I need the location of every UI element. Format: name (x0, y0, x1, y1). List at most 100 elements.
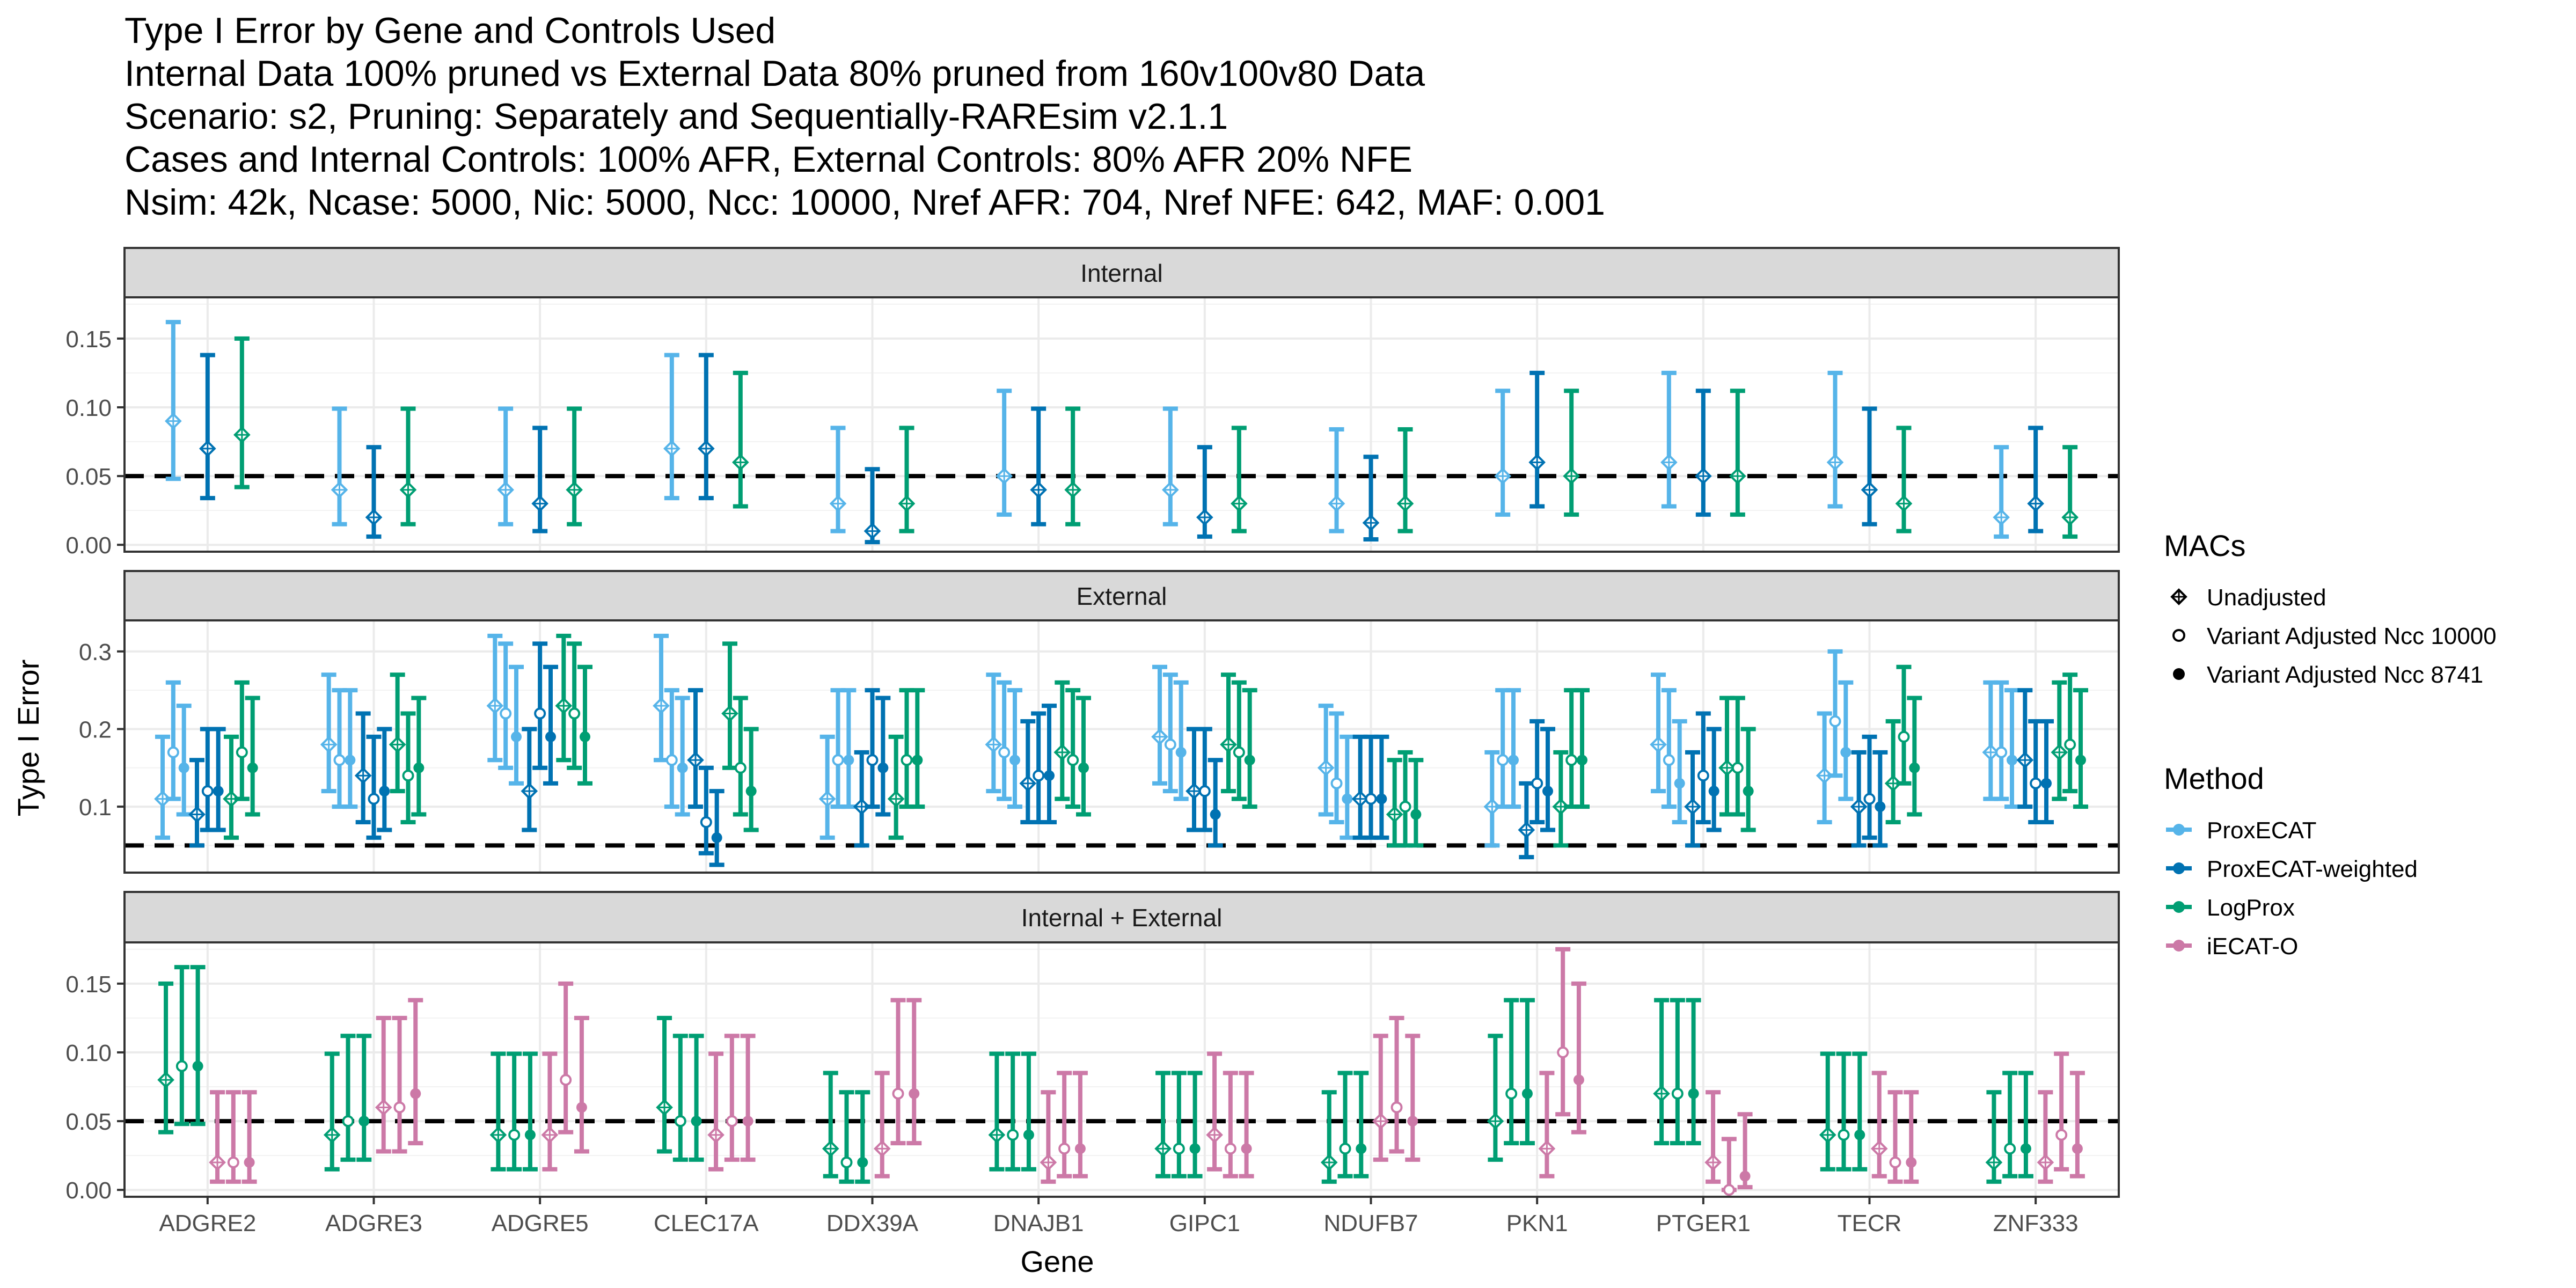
point-adjusted-ncc-8741 (1508, 755, 1519, 766)
point-unadjusted-cross (1706, 1155, 1721, 1169)
point-unadjusted-cross (1730, 469, 1745, 484)
point-unadjusted-cross (1820, 1128, 1835, 1142)
panel-2: Internal + External 0.00 0.05 0.10 0.15 (65, 891, 2120, 1204)
legend-title-method: Method (2164, 762, 2264, 795)
point-unadjusted-cross (1897, 496, 1911, 511)
errorbar-ZNF333-ProxECAT-1 (1994, 680, 2009, 801)
point-unadjusted-cross (356, 769, 370, 783)
point-adjusted-ncc-10000 (1365, 793, 1377, 805)
errorbar-DDX39A-LogProx-2 (855, 1090, 870, 1184)
point-adjusted-ncc-10000 (1889, 1156, 1901, 1168)
errorbar-NDUFB7-ProxECAT-weighted-0 (1362, 455, 1380, 541)
errorbar-PTGER1-LogProx-0 (1729, 389, 1746, 517)
point-unadjusted-cross (1153, 729, 1167, 744)
x-tick-label: PTGER1 (1656, 1210, 1751, 1236)
y-tick-label: 0.10 (65, 1040, 112, 1066)
point-adjusted-ncc-10000 (1058, 1143, 1071, 1155)
y-tick-label: 0.05 (65, 464, 112, 490)
errorbar-DDX39A-LogProx-0 (822, 1071, 839, 1179)
errorbar-DNAJB1-ProxECAT-0 (985, 672, 1002, 794)
panel-background-0 (125, 297, 2119, 552)
legend-key-method-3 (2166, 940, 2192, 952)
errorbar-ADGRE2-iECAT-O-2 (241, 1090, 257, 1184)
point-adjusted-ncc-8741 (1840, 747, 1851, 758)
errorbar-PKN1-LogProx-1 (1504, 998, 1519, 1146)
legend-label-mac-2: Variant Adjusted Ncc 8741 (2207, 662, 2483, 688)
point-adjusted-ncc-8741 (1688, 1088, 1699, 1099)
errorbar-PKN1-ProxECAT-0 (1483, 750, 1501, 848)
errorbar-DDX39A-LogProx-2 (910, 688, 925, 809)
errorbar-NDUFB7-LogProx-2 (1353, 1071, 1369, 1179)
errorbar-GIPC1-ProxECAT-0 (1151, 664, 1168, 786)
errorbar-DNAJB1-LogProx-0 (1064, 406, 1081, 526)
point-adjusted-ncc-10000 (1339, 1143, 1351, 1155)
point-adjusted-ncc-8741 (742, 1116, 753, 1127)
point-adjusted-ncc-10000 (2004, 1143, 2016, 1155)
errorbar-DNAJB1-ProxECAT-1 (997, 680, 1012, 801)
errorbar-GIPC1-LogProx-2 (1242, 688, 1257, 809)
errorbar-PKN1-LogProx-0 (1487, 1034, 1504, 1162)
point-adjusted-ncc-10000 (866, 754, 879, 766)
panel-background-2 (125, 942, 2119, 1197)
errorbar-PKN1-iECAT-O-0 (1538, 1071, 1556, 1179)
legend-title-macs: MACs (2164, 529, 2245, 562)
point-unadjusted-cross (533, 496, 547, 511)
point-unadjusted-cross (332, 482, 347, 497)
errorbar-ZNF333-LogProx-2 (2018, 1071, 2033, 1179)
point-unadjusted-cross (1373, 1114, 1388, 1129)
point-unadjusted-cross (1387, 807, 1402, 822)
errorbar-NDUFB7-ProxECAT-0 (1317, 704, 1335, 817)
point-unadjusted-cross (488, 699, 502, 713)
errorbar-CLEC17A-ProxECAT-weighted-2 (709, 789, 724, 867)
errorbar-ADGRE5-LogProx-0 (555, 633, 573, 763)
facet-strip-1 (123, 570, 2120, 621)
legend-label-mac-0: Unadjusted (2207, 584, 2326, 611)
point-unadjusted-cross (491, 1128, 506, 1142)
point-unadjusted-cross (1696, 469, 1710, 484)
point-unadjusted-cross (1353, 792, 1367, 806)
point-adjusted-ncc-10000 (832, 754, 844, 766)
errorbar-PKN1-iECAT-O-2 (1571, 981, 1586, 1135)
errorbar-ADGRE3-LogProx-2 (411, 696, 427, 817)
point-adjusted-ncc-10000 (1033, 770, 1045, 782)
point-adjusted-ncc-8741 (1743, 786, 1754, 797)
point-unadjusted-cross (401, 482, 415, 497)
point-adjusted-ncc-10000 (665, 754, 678, 766)
x-tick-label: GIPC1 (1169, 1210, 1240, 1236)
point-adjusted-ncc-8741 (1577, 755, 1588, 766)
point-unadjusted-cross (1984, 745, 1998, 759)
point-unadjusted-cross (367, 510, 381, 524)
facet-label-1: External (1077, 582, 1167, 610)
point-unadjusted-cross (321, 737, 336, 752)
legend-symbol-filled-circle (2173, 668, 2185, 680)
errorbar-DNAJB1-ProxECAT-0 (996, 389, 1013, 517)
errorbar-ADGRE5-LogProx-0 (566, 406, 583, 526)
point-unadjusted-cross (699, 441, 713, 456)
errorbar-TECR-ProxECAT-weighted-1 (1862, 734, 1877, 840)
point-adjusted-ncc-10000 (1838, 1129, 1850, 1141)
errorbar-TECR-LogProx-0 (1819, 1051, 1836, 1172)
x-axis-title: Gene (1021, 1245, 1094, 1278)
errorbar-DNAJB1-iECAT-O-1 (1057, 1071, 1072, 1179)
errorbar-ADGRE3-ProxECAT-0 (320, 672, 338, 794)
errorbar-DDX39A-iECAT-O-1 (890, 998, 906, 1146)
errorbar-ADGRE2-ProxECAT-weighted-2 (210, 727, 226, 832)
point-unadjusted-cross (2038, 1155, 2053, 1169)
errorbar-ADGRE2-ProxECAT-weighted-0 (199, 353, 216, 501)
errorbar-DDX39A-ProxECAT-0 (829, 426, 847, 533)
errorbar-ADGRE5-LogProx-1 (507, 1051, 522, 1172)
point-unadjusted-cross (325, 1128, 339, 1142)
errorbar-GIPC1-ProxECAT-weighted-0 (1196, 445, 1213, 539)
errorbar-ZNF333-ProxECAT-2 (2004, 688, 2020, 809)
errorbar-CLEC17A-LogProx-0 (656, 1015, 673, 1154)
point-adjusted-ncc-10000 (1995, 746, 2008, 758)
errorbar-ADGRE5-iECAT-O-1 (558, 981, 574, 1135)
point-unadjusted-cross (1994, 510, 2009, 524)
point-adjusted-ncc-10000 (734, 762, 747, 774)
errorbar-ADGRE3-LogProx-0 (389, 672, 406, 794)
errorbar-ADGRE3-LogProx-0 (399, 406, 417, 526)
errorbar-ADGRE5-ProxECAT-0 (497, 406, 514, 526)
x-tick-label: CLEC17A (654, 1210, 759, 1236)
legend-label-method-0: ProxECAT (2207, 817, 2317, 844)
point-unadjusted-cross (1232, 496, 1246, 511)
